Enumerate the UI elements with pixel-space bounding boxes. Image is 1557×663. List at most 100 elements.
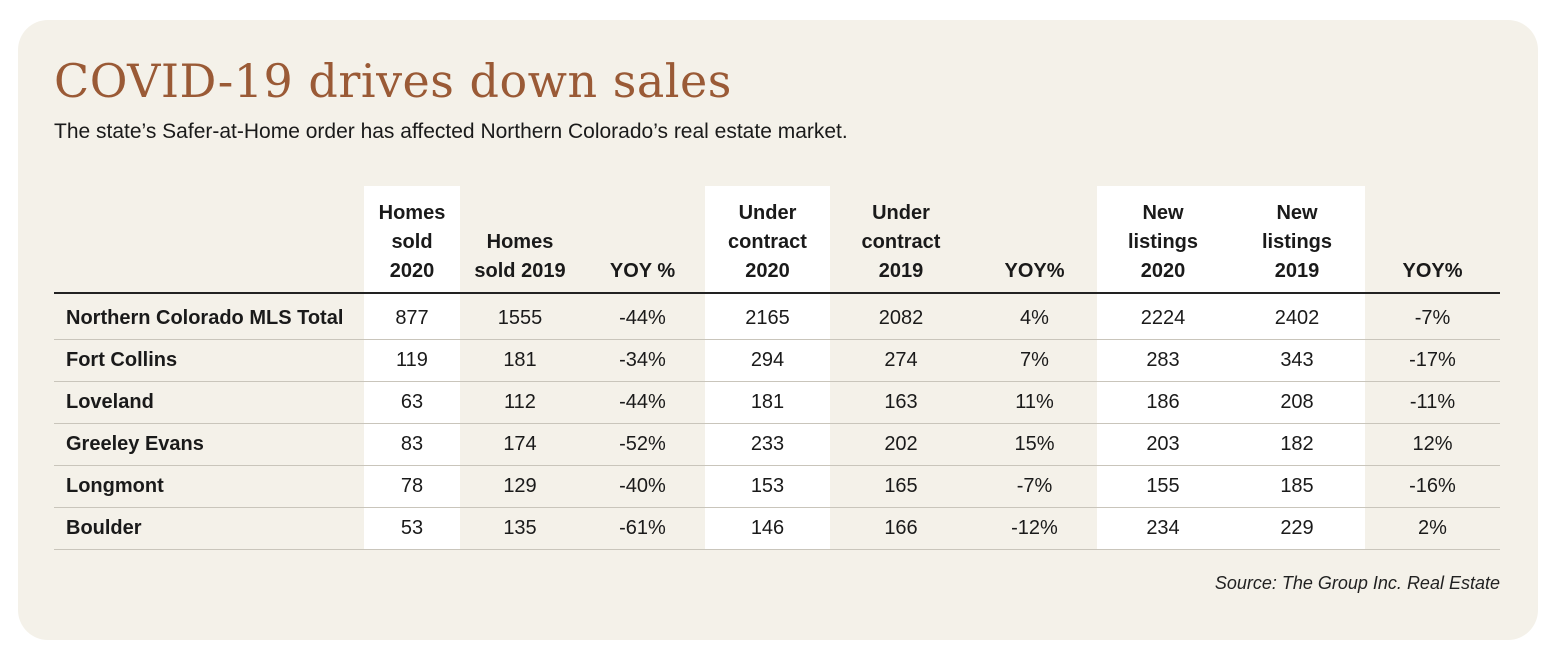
- table-cell: 63: [364, 381, 460, 424]
- column-header-line: listings: [1127, 231, 1198, 253]
- table-cell: -40%: [580, 465, 705, 508]
- table-row: Greeley Evans 83 174 -52% 233 202 15% 203 182 12%: [54, 423, 1500, 466]
- column-header-line: Under: [738, 202, 797, 224]
- table-row: Loveland 63 112 -44% 181 163 11% 186 208 -11%: [54, 381, 1500, 424]
- table-cell: 129: [460, 465, 580, 508]
- table-row: Fort Collins 119 181 -34% 294 274 7% 283 343 -17%: [54, 339, 1500, 382]
- table-cell: -52%: [580, 423, 705, 466]
- column-header-line: Under: [872, 202, 930, 224]
- table-cell: 233: [705, 423, 830, 466]
- table-header-row: Homes sold 2020 Homes sold 2019 YOY % Under con…: [54, 186, 1500, 294]
- column-header-line: listings: [1261, 231, 1332, 253]
- row-label: Boulder: [54, 507, 364, 550]
- table-body: Northern Colorado MLS Total 877 1555 -44% 21…: [54, 293, 1500, 550]
- table-cell: 1555: [460, 293, 580, 340]
- table-cell: 166: [830, 507, 972, 550]
- table-row: Longmont 78 129 -40% 153 165 -7% 155 185 -16%: [54, 465, 1500, 508]
- column-header-line: 2020: [745, 260, 790, 282]
- table-cell: 163: [830, 381, 972, 424]
- table-cell: 2165: [705, 293, 830, 340]
- table-cell: 155: [1097, 465, 1229, 508]
- table-cell: 112: [460, 381, 580, 424]
- table-cell: 343: [1229, 339, 1365, 382]
- table-cell: -16%: [1365, 465, 1500, 508]
- table-cell: 185: [1229, 465, 1365, 508]
- table-cell: 83: [364, 423, 460, 466]
- column-header-line: sold: [391, 231, 433, 253]
- row-label: Fort Collins: [54, 339, 364, 382]
- table-cell: 174: [460, 423, 580, 466]
- table-cell: -7%: [972, 465, 1097, 508]
- table-cell: -11%: [1365, 381, 1500, 424]
- row-label: Loveland: [54, 381, 364, 424]
- column-header-line: YOY %: [609, 260, 676, 282]
- table-cell: -12%: [972, 507, 1097, 550]
- chart-subtitle: The state’s Safer-at-Home order has affe…: [54, 120, 848, 143]
- table-cell: -44%: [580, 293, 705, 340]
- column-header-line: Homes: [378, 202, 446, 224]
- table-cell: -61%: [580, 507, 705, 550]
- column-header-line: contract: [861, 231, 941, 253]
- table-cell: 294: [705, 339, 830, 382]
- column-header-line: 2020: [1140, 260, 1186, 282]
- table-cell: 186: [1097, 381, 1229, 424]
- column-header: YOY%: [972, 186, 1097, 294]
- table-row: Northern Colorado MLS Total 877 1555 -44% 21…: [54, 293, 1500, 340]
- column-header-line: 2019: [1274, 260, 1320, 282]
- column-header-line: contract: [728, 231, 807, 253]
- table-cell: 208: [1229, 381, 1365, 424]
- table-cell: 153: [705, 465, 830, 508]
- column-header-line: YOY%: [1402, 260, 1463, 282]
- table-cell: 274: [830, 339, 972, 382]
- column-header: Under contract 2020: [705, 186, 830, 294]
- table-cell: 182: [1229, 423, 1365, 466]
- table-cell: -17%: [1365, 339, 1500, 382]
- table-cell: 146: [705, 507, 830, 550]
- table-cell: -44%: [580, 381, 705, 424]
- table-cell: 2224: [1097, 293, 1229, 340]
- table-cell: 15%: [972, 423, 1097, 466]
- column-header: New listings 2020: [1097, 186, 1229, 294]
- column-header: Homes sold 2019: [460, 186, 580, 294]
- table-cell: -34%: [580, 339, 705, 382]
- table-cell: 165: [830, 465, 972, 508]
- column-header: YOY %: [580, 186, 705, 294]
- table-cell: 2%: [1365, 507, 1500, 550]
- column-header: New listings 2019: [1229, 186, 1365, 294]
- column-header-line: New: [1276, 202, 1318, 224]
- row-label: Longmont: [54, 465, 364, 508]
- table-cell: 202: [830, 423, 972, 466]
- infographic-card: COVID-19 drives down sales The state’s S…: [18, 20, 1538, 640]
- table-cell: 181: [705, 381, 830, 424]
- table-cell: 877: [364, 293, 460, 340]
- row-label: Greeley Evans: [54, 423, 364, 466]
- table-cell: 2402: [1229, 293, 1365, 340]
- table-cell: 2082: [830, 293, 972, 340]
- column-header-line: YOY%: [1004, 260, 1065, 282]
- column-header-line: 2020: [389, 260, 435, 282]
- column-header-line: New: [1142, 202, 1184, 224]
- table-cell: 4%: [972, 293, 1097, 340]
- row-label: Northern Colorado MLS Total: [54, 293, 364, 340]
- table-cell: 12%: [1365, 423, 1500, 466]
- column-header: Homes sold 2020: [364, 186, 460, 294]
- chart-title: COVID-19 drives down sales: [54, 54, 732, 108]
- sales-table: Homes sold 2020 Homes sold 2019 YOY % Under con…: [54, 186, 1500, 550]
- column-header-line: Homes: [486, 231, 554, 253]
- header-corner: [54, 186, 364, 294]
- column-header: YOY%: [1365, 186, 1500, 294]
- column-header: Under contract 2019: [830, 186, 972, 294]
- table-cell: -7%: [1365, 293, 1500, 340]
- table-cell: 7%: [972, 339, 1097, 382]
- table-cell: 234: [1097, 507, 1229, 550]
- table-cell: 229: [1229, 507, 1365, 550]
- column-header-line: 2019: [878, 260, 924, 282]
- column-header-line: sold 2019: [474, 260, 566, 282]
- table-cell: 181: [460, 339, 580, 382]
- table-cell: 78: [364, 465, 460, 508]
- table-cell: 53: [364, 507, 460, 550]
- source-note: Source: The Group Inc. Real Estate: [1214, 573, 1500, 593]
- table-cell: 135: [460, 507, 580, 550]
- table-cell: 119: [364, 339, 460, 382]
- table-cell: 11%: [972, 381, 1097, 424]
